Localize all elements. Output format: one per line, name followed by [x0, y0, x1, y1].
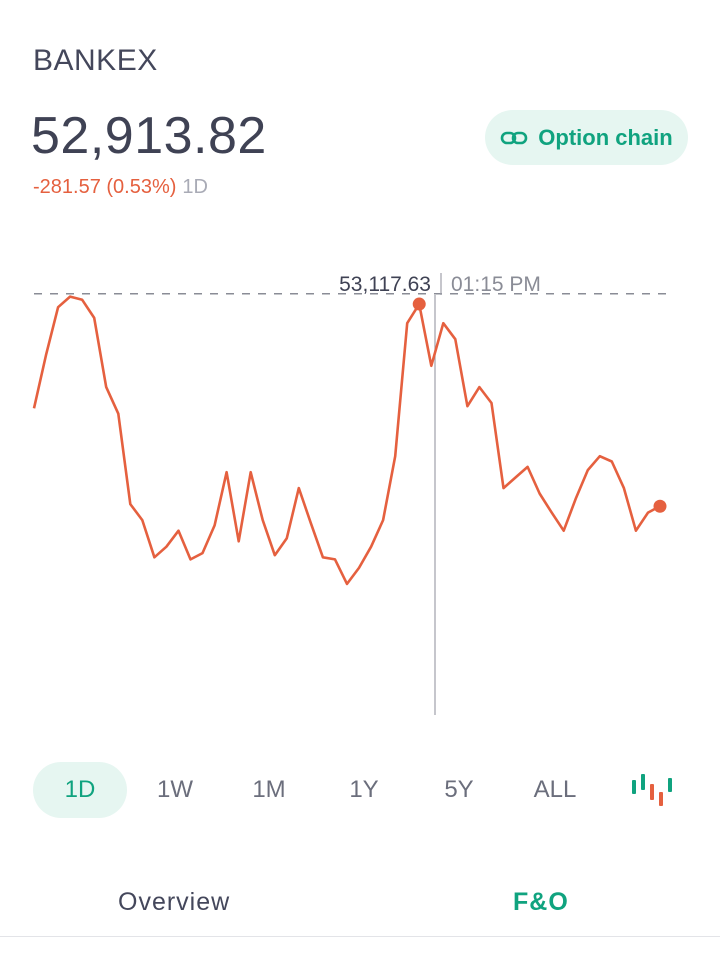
range-tabs: 1D 1W 1M 1Y 5Y ALL [0, 762, 720, 818]
range-tab-1y[interactable]: 1Y [349, 776, 379, 803]
index-price: 52,913.82 [31, 107, 267, 165]
hover-marker [412, 297, 426, 311]
tab-overview[interactable]: Overview [118, 888, 231, 916]
option-chain-button[interactable]: Option chain [485, 110, 688, 165]
link-icon [500, 131, 528, 144]
tab-fo[interactable]: F&O [513, 888, 569, 916]
option-chain-label: Option chain [538, 124, 673, 150]
range-tab-1w[interactable]: 1W [157, 776, 193, 803]
price-chart[interactable]: 53,117.63 01:15 PM [0, 255, 720, 725]
range-tab-all[interactable]: ALL [533, 776, 577, 803]
range-tab-5y[interactable]: 5Y [444, 776, 474, 803]
index-name: BANKEX [33, 44, 158, 77]
bottom-tabs: Overview F&O [0, 880, 720, 937]
hover-time: 01:15 PM [451, 273, 541, 296]
candlestick-icon[interactable] [628, 772, 674, 808]
hover-value: 53,117.63 [339, 273, 431, 296]
price-line [32, 295, 661, 586]
range-tab-1d[interactable]: 1D [33, 762, 127, 818]
range-tab-1m[interactable]: 1M [252, 776, 286, 803]
change-period: 1D [182, 176, 208, 198]
last-price-marker [653, 499, 667, 513]
change-row: -281.57 (0.53%) 1D [33, 176, 208, 199]
price-change: -281.57 (0.53%) [33, 176, 177, 198]
